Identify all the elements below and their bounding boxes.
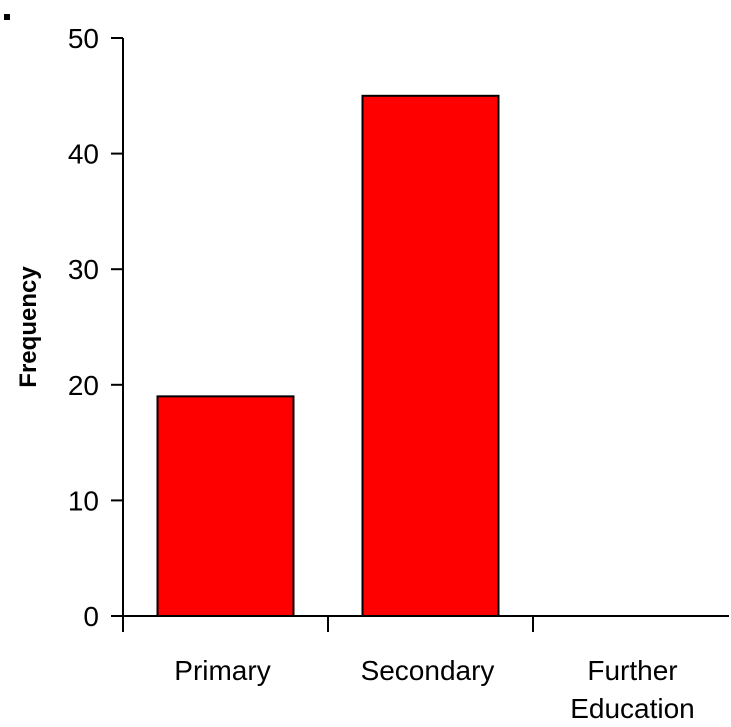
y-tick-label: 40 <box>68 139 99 170</box>
corner-marker <box>4 14 10 20</box>
x-tick-label: Secondary <box>361 655 495 686</box>
y-axis: 0 10 20 30 40 50 <box>68 23 124 632</box>
bar-secondary <box>361 94 500 618</box>
y-tick-label: 50 <box>68 23 99 54</box>
bars <box>156 94 500 618</box>
x-tick-labels: Primary Secondary Further Education <box>174 655 695 724</box>
x-tick-label: Education <box>570 693 695 724</box>
x-tick-label: Further <box>587 655 677 686</box>
bar-primary <box>156 395 295 617</box>
y-tick-label: 30 <box>68 254 99 285</box>
x-tick-label: Primary <box>174 655 270 686</box>
y-axis-title: Frequency <box>15 266 42 388</box>
y-tick-label: 20 <box>68 370 99 401</box>
y-tick-label: 0 <box>83 601 99 632</box>
y-tick-label: 10 <box>68 485 99 516</box>
x-axis <box>122 615 729 632</box>
